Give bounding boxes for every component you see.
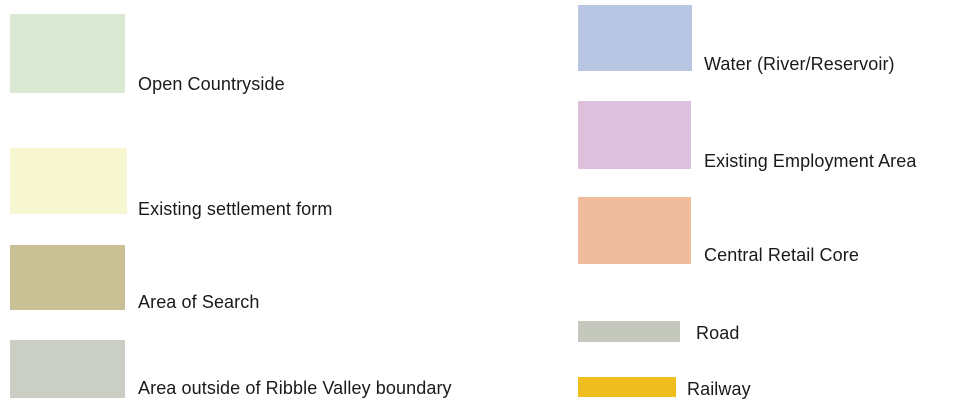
existing-employment-area-label: Existing Employment Area	[704, 151, 917, 171]
water-swatch	[578, 5, 692, 71]
open-countryside-label: Open Countryside	[138, 74, 285, 94]
railway-swatch	[578, 377, 676, 397]
central-retail-core-swatch	[578, 197, 691, 264]
area-outside-boundary-swatch	[10, 340, 125, 398]
area-of-search-label: Area of Search	[138, 292, 260, 312]
existing-settlement-form-swatch	[10, 148, 127, 214]
open-countryside-swatch	[10, 14, 125, 93]
area-of-search-swatch	[10, 245, 125, 310]
road-swatch	[578, 321, 680, 342]
railway-label: Railway	[687, 379, 751, 399]
area-outside-boundary-label: Area outside of Ribble Valley boundary	[138, 378, 452, 398]
existing-settlement-form-label: Existing settlement form	[138, 199, 333, 219]
water-label: Water (River/Reservoir)	[704, 54, 895, 74]
existing-employment-area-swatch	[578, 101, 691, 169]
road-label: Road	[696, 323, 740, 343]
central-retail-core-label: Central Retail Core	[704, 245, 859, 265]
